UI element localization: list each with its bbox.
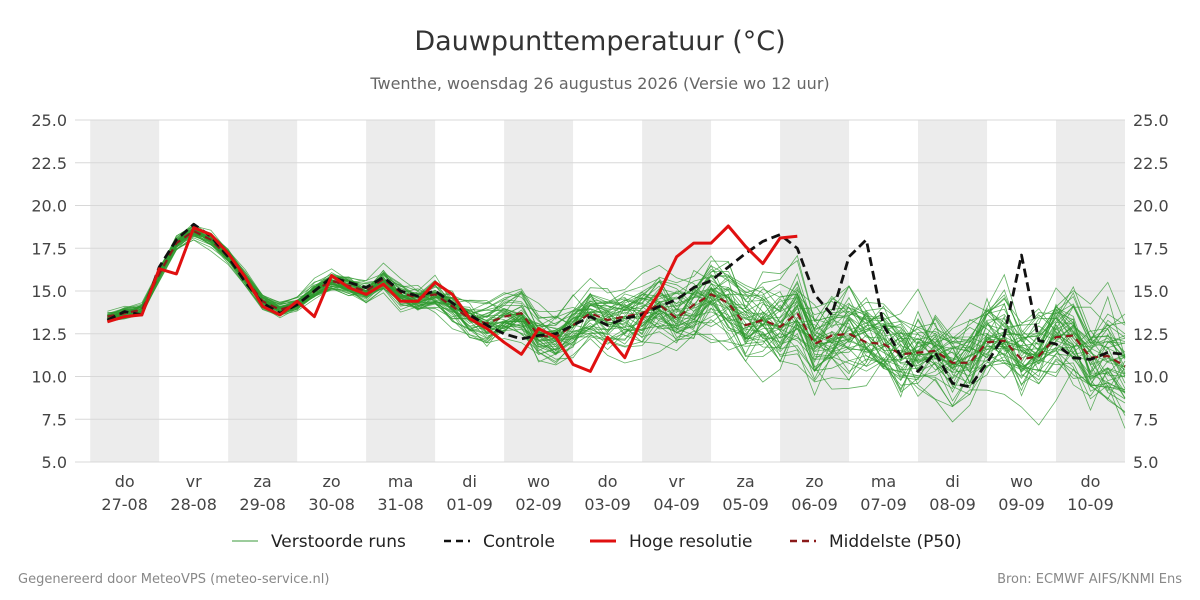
y-tick-label-left: 17.5 bbox=[31, 239, 67, 258]
x-tick-date: 03-09 bbox=[584, 495, 631, 514]
ensemble-run-line bbox=[107, 227, 1126, 365]
x-tick-day: di bbox=[462, 472, 477, 491]
footer-source: Bron: ECMWF AIFS/KNMI Ens bbox=[997, 572, 1182, 587]
x-tick-date: 01-09 bbox=[446, 495, 493, 514]
footer-credit: Gegenereerd door MeteoVPS (meteo-service… bbox=[18, 572, 330, 587]
y-tick-label-right: 10.0 bbox=[1133, 368, 1169, 387]
legend-label: Controle bbox=[483, 532, 555, 552]
x-tick-date: 07-09 bbox=[860, 495, 907, 514]
y-tick-label-left: 20.0 bbox=[31, 197, 67, 216]
x-tick-day: do bbox=[598, 472, 618, 491]
y-tick-label-left: 12.5 bbox=[31, 325, 67, 344]
axes: 5.0 5.0 7.5 7.5 10.0 10.0 12.5 12.5 15.0 15.0 17.5… bbox=[31, 111, 1168, 514]
x-tick-day: ma bbox=[388, 472, 413, 491]
y-tick-label-right: 7.5 bbox=[1133, 410, 1158, 429]
x-tick-day: wo bbox=[527, 472, 550, 491]
x-tick-day: do bbox=[1081, 472, 1101, 491]
ensemble-run-line bbox=[107, 239, 1126, 387]
series-line-controle bbox=[106, 222, 1126, 389]
y-tick-label-right: 17.5 bbox=[1133, 239, 1169, 258]
x-tick-day: di bbox=[945, 472, 960, 491]
grid-lines bbox=[75, 119, 1125, 463]
x-tick-date: 05-09 bbox=[722, 495, 769, 514]
ensemble-run-line bbox=[107, 227, 1126, 385]
x-tick-day: za bbox=[736, 472, 754, 491]
legend-label: Hoge resolutie bbox=[629, 532, 753, 552]
x-tick-day: wo bbox=[1010, 472, 1033, 491]
x-tick-day: vr bbox=[669, 472, 685, 491]
x-tick-date: 31-08 bbox=[377, 495, 424, 514]
x-tick-date: 28-08 bbox=[170, 495, 217, 514]
x-tick-date: 10-09 bbox=[1067, 495, 1114, 514]
y-tick-label-right: 25.0 bbox=[1133, 111, 1169, 130]
ensemble-run-line bbox=[107, 228, 1126, 394]
x-tick-date: 08-09 bbox=[929, 495, 976, 514]
x-tick-day: zo bbox=[323, 472, 341, 491]
chart-subtitle: Twenthe, woensdag 26 augustus 2026 (Vers… bbox=[369, 74, 829, 93]
ensemble-run-line bbox=[107, 229, 1126, 426]
y-tick-label-right: 22.5 bbox=[1133, 154, 1169, 173]
x-tick-date: 09-09 bbox=[998, 495, 1045, 514]
x-tick-day: za bbox=[254, 472, 272, 491]
ensemble-run-line bbox=[107, 228, 1126, 399]
chart-title: Dauwpunttemperatuur (°C) bbox=[414, 26, 785, 57]
x-tick-day: zo bbox=[805, 472, 823, 491]
x-tick-day: ma bbox=[871, 472, 896, 491]
y-tick-label-left: 25.0 bbox=[31, 111, 67, 130]
x-tick-date: 27-08 bbox=[101, 495, 148, 514]
x-tick-date: 02-09 bbox=[515, 495, 562, 514]
y-tick-label-left: 5.0 bbox=[42, 453, 67, 472]
legend: Verstoorde runs Controle Hoge resolutie Mid… bbox=[232, 532, 962, 552]
main-series bbox=[106, 222, 1126, 389]
y-tick-label-right: 5.0 bbox=[1133, 453, 1158, 472]
y-tick-label-left: 10.0 bbox=[31, 368, 67, 387]
y-tick-label-right: 20.0 bbox=[1133, 197, 1169, 216]
x-tick-date: 30-08 bbox=[308, 495, 355, 514]
series-line-middelste-p50 bbox=[107, 230, 1126, 368]
y-tick-label-right: 12.5 bbox=[1133, 325, 1169, 344]
x-tick-day: do bbox=[115, 472, 135, 491]
y-tick-label-left: 15.0 bbox=[31, 282, 67, 301]
series-line-hoge-resolutie bbox=[106, 224, 798, 373]
x-tick-date: 29-08 bbox=[239, 495, 286, 514]
x-tick-day: vr bbox=[186, 472, 202, 491]
legend-label: Middelste (P50) bbox=[829, 532, 962, 552]
y-tick-label-left: 7.5 bbox=[42, 410, 67, 429]
y-tick-label-left: 22.5 bbox=[31, 154, 67, 173]
x-tick-date: 04-09 bbox=[653, 495, 700, 514]
legend-label: Verstoorde runs bbox=[271, 532, 406, 552]
y-tick-label-right: 15.0 bbox=[1133, 282, 1169, 301]
ensemble-run-line bbox=[107, 230, 1126, 384]
x-tick-date: 06-09 bbox=[791, 495, 838, 514]
